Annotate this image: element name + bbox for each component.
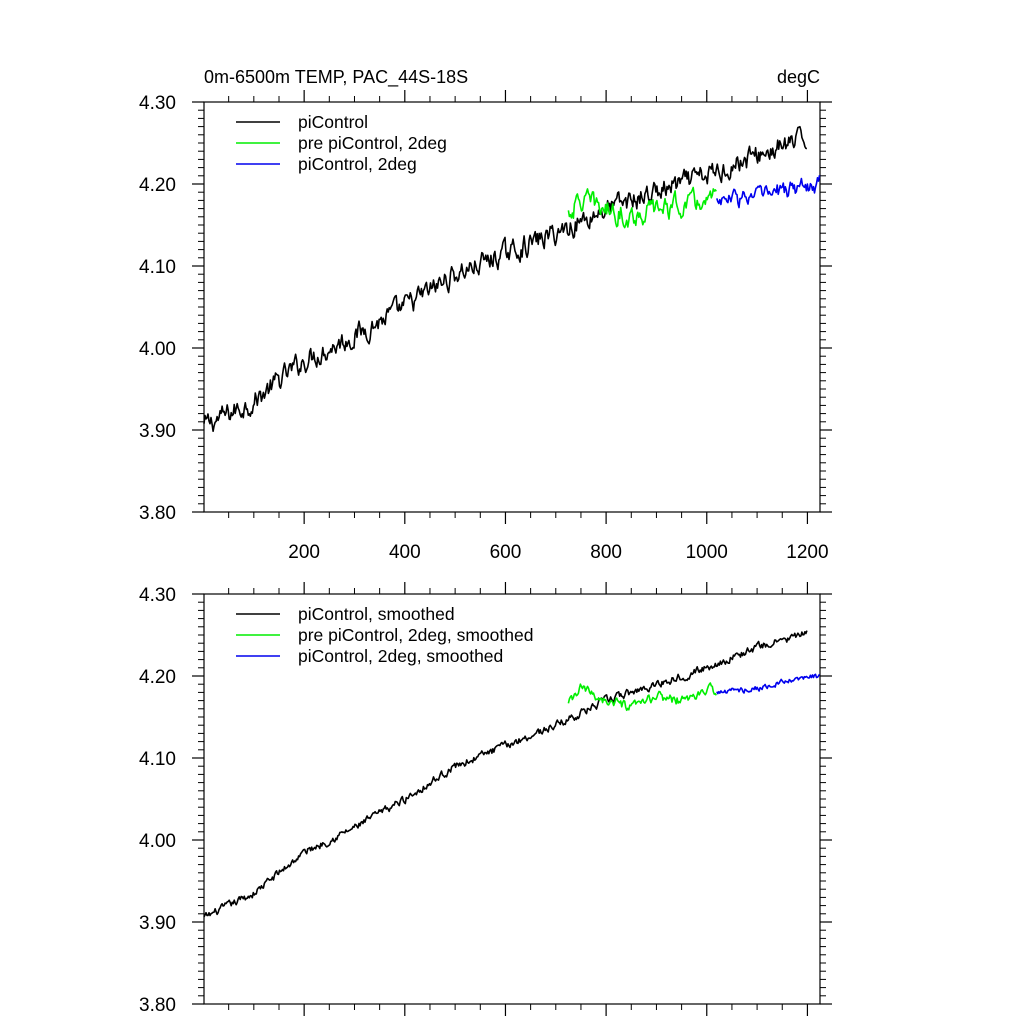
- legend-label: piControl, smoothed: [298, 604, 455, 624]
- legend-label: piControl, 2deg: [298, 154, 417, 174]
- y-tick-label: 4.30: [139, 93, 176, 114]
- series-line-3: [716, 175, 821, 209]
- x-tick-label: 200: [288, 542, 320, 563]
- y-tick-label: 4.10: [139, 749, 176, 770]
- x-tick-label: 800: [590, 542, 622, 563]
- legend-label: pre piControl, 2deg, smoothed: [298, 625, 533, 645]
- legend-label: piControl: [298, 112, 368, 132]
- y-tick-label: 4.20: [139, 175, 176, 196]
- y-tick-label: 3.80: [139, 995, 176, 1016]
- legend-label: pre piControl, 2deg: [298, 133, 447, 153]
- plot-frame: [203, 593, 821, 1005]
- chart-title: 0m-6500m TEMP, PAC_44S-18S: [204, 67, 468, 88]
- series-line-3: [716, 673, 821, 695]
- y-tick-label: 4.10: [139, 257, 176, 278]
- bottom-panel: 3.80 3.90 4.00 4.10 4.20 4.30 piControl, smoot…: [139, 582, 832, 1016]
- x-tick-label: 400: [389, 542, 421, 563]
- y-tick-label: 3.90: [139, 421, 176, 442]
- y-tick-label: 4.00: [139, 339, 176, 360]
- x-tick-label: 600: [490, 542, 522, 563]
- series-line-2: [567, 186, 717, 229]
- y-tick-label: 3.90: [139, 913, 176, 934]
- top-panel: 200 400 600 800 1000 1200 3.80 3.90 4.00 4.10 4.20…: [139, 90, 832, 563]
- x-tick-label: 1000: [686, 542, 728, 563]
- series-line-1: [203, 125, 808, 433]
- y-tick-label: 4.00: [139, 831, 176, 852]
- y-tick-label: 3.80: [139, 503, 176, 524]
- units-label: degC: [777, 67, 820, 87]
- series-line-2: [567, 682, 717, 712]
- plot-frame: [203, 101, 821, 513]
- y-tick-label: 4.20: [139, 667, 176, 688]
- series-line-1: [203, 630, 808, 918]
- legend-label: piControl, 2deg, smoothed: [298, 646, 503, 666]
- x-tick-label: 1200: [786, 542, 828, 563]
- y-tick-label: 4.30: [139, 585, 176, 606]
